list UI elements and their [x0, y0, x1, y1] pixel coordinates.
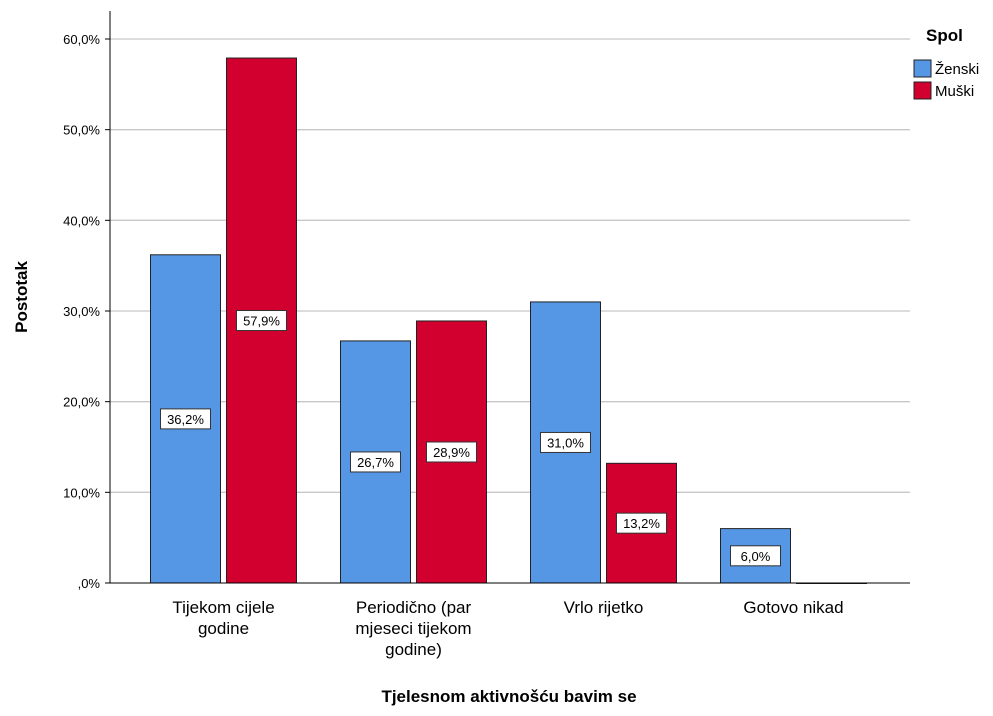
y-tick-label: 10,0%: [63, 485, 100, 500]
data-label-box: [616, 512, 667, 534]
data-label: 6,0%: [741, 549, 771, 564]
data-labels: 36,2% 57,9% 26,7% 28,9% 31,0% 13,2% 6,0%: [160, 310, 781, 567]
x-tick-label: godine: [198, 619, 249, 638]
y-axis-title: Postotak: [12, 261, 31, 333]
x-tick-label: mjeseci tijekom: [355, 619, 471, 638]
x-tick-label: Vrlo rijetko: [564, 598, 644, 617]
data-label-box: [350, 451, 401, 473]
y-tick-label: 30,0%: [63, 304, 100, 319]
legend: Spol Ženski Muški: [913, 26, 979, 100]
x-tick-label: Tijekom cijele: [172, 598, 274, 617]
legend-swatch: [913, 81, 932, 100]
x-tick-label: Periodično (par: [356, 598, 472, 617]
y-tick-label: ,0%: [78, 576, 101, 591]
axes: [109, 11, 910, 584]
y-tick-labels: ,0% 10,0% 20,0% 30,0% 40,0% 50,0% 60,0%: [63, 32, 110, 591]
y-tick-label: 40,0%: [63, 213, 100, 228]
data-label-box: [160, 408, 211, 430]
x-tick-labels: Tijekom cijele godine Periodično (par mjese…: [172, 598, 843, 659]
data-label: 26,7%: [357, 455, 394, 470]
data-label: 36,2%: [167, 412, 204, 427]
legend-swatch: [913, 59, 932, 78]
x-tick-label: Gotovo nikad: [743, 598, 843, 617]
legend-label: Muški: [935, 83, 974, 100]
data-label: 13,2%: [623, 516, 660, 531]
data-label-box: [730, 545, 781, 567]
data-label: 28,9%: [433, 445, 470, 460]
y-tick-label: 60,0%: [63, 32, 100, 47]
y-tick-label: 50,0%: [63, 123, 100, 138]
legend-items: Ženski Muški: [913, 59, 979, 100]
data-label-box: [540, 431, 591, 453]
legend-title: Spol: [926, 26, 963, 45]
data-label: 31,0%: [547, 435, 584, 450]
data-label-box: [236, 310, 287, 332]
legend-label: Ženski: [935, 61, 979, 78]
data-label-box: [426, 441, 477, 463]
y-tick-label: 20,0%: [63, 395, 100, 410]
x-axis-title: Tjelesnom aktivnošću bavim se: [381, 687, 636, 706]
x-tick-label: godine): [385, 640, 442, 659]
data-label: 57,9%: [243, 314, 280, 329]
